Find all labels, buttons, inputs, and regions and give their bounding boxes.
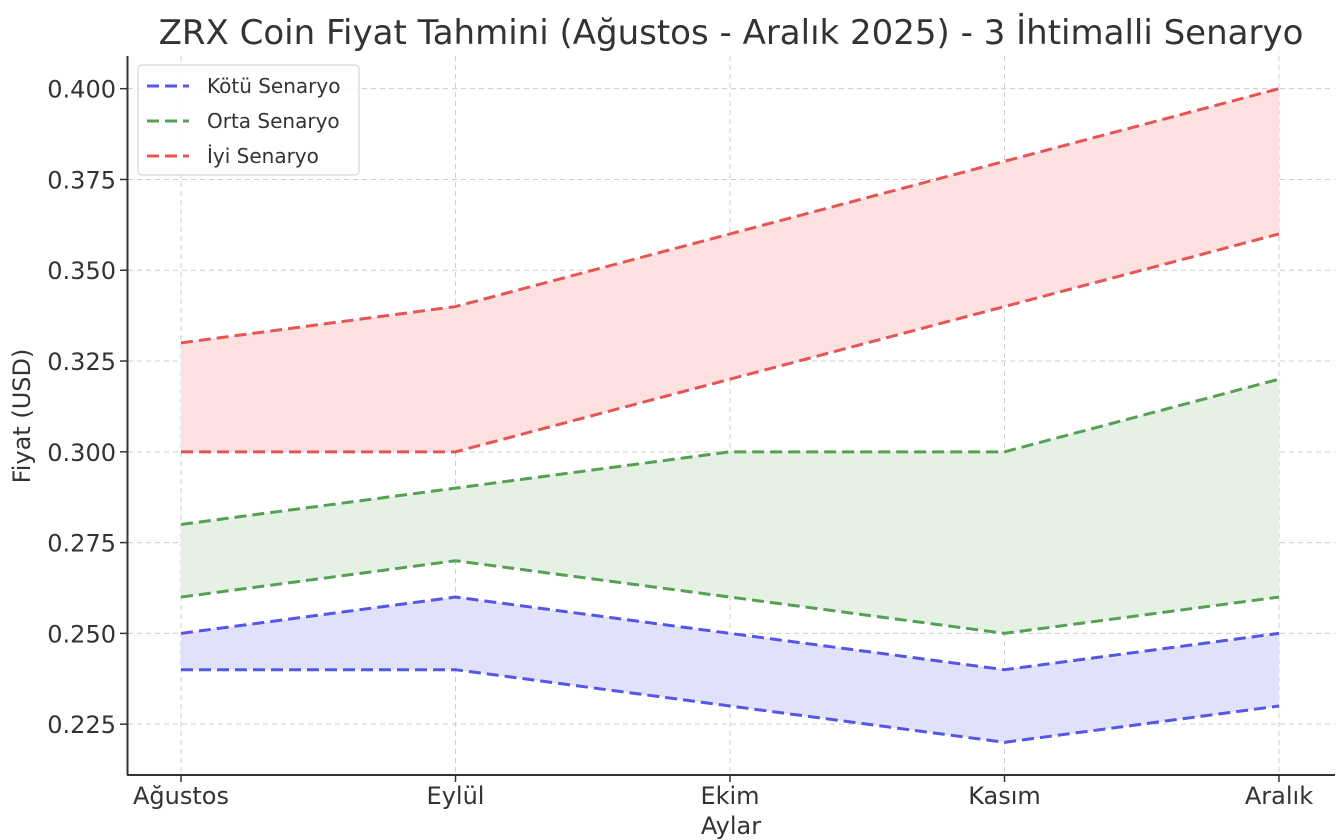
x-ticks: Ağustos Eylül Ekim Kasım Aralık	[133, 775, 1313, 810]
y-axis-label: Fiyat (USD)	[8, 349, 36, 484]
x-tick-label: Ağustos	[133, 782, 229, 810]
scenario-bands	[181, 88, 1279, 743]
axes-spines	[126, 56, 1335, 776]
y-tick-label: 0.300	[47, 439, 116, 467]
x-axis-label: Aylar	[701, 812, 761, 840]
legend-frame	[137, 64, 360, 176]
x-tick-label: Eylül	[427, 782, 485, 810]
legend-label: Kötü Senaryo	[207, 74, 340, 98]
x-tick-label: Aralık	[1245, 782, 1313, 810]
y-tick-label: 0.375	[47, 166, 116, 194]
series-line-0-high	[180, 595, 1280, 672]
band-2	[181, 88, 1279, 452]
scenario-lines	[180, 87, 1280, 744]
y-tick-label: 0.225	[47, 711, 116, 739]
x-tick-label: Kasım	[968, 782, 1041, 810]
series-line-1-low	[180, 559, 1280, 635]
series-line-0-low	[181, 668, 1280, 744]
y-tick-label: 0.275	[47, 530, 116, 558]
legend-label: Orta Senaryo	[207, 109, 340, 133]
legend: Kötü Senaryo Orta Senaryo İyi Senaryo	[137, 64, 360, 176]
y-tick-label: 0.350	[47, 257, 116, 285]
x-tick-label: Ekim	[700, 782, 759, 810]
series-line-1-high	[180, 377, 1280, 526]
y-tick-label: 0.250	[47, 620, 116, 648]
legend-label: İyi Senaryo	[207, 144, 319, 168]
y-tick-label: 0.325	[47, 348, 116, 376]
band-1	[181, 379, 1279, 634]
y-ticks: 0.225 0.250 0.275 0.300 0.325 0.350 0.375 0.400	[47, 76, 127, 739]
chart-title: ZRX Coin Fiyat Tahmini (Ağustos - Aralık…	[159, 13, 1304, 53]
y-tick-label: 0.400	[47, 76, 116, 104]
band-0	[181, 597, 1279, 743]
series-line-2-low	[181, 232, 1280, 454]
series-line-2-high	[180, 87, 1280, 345]
